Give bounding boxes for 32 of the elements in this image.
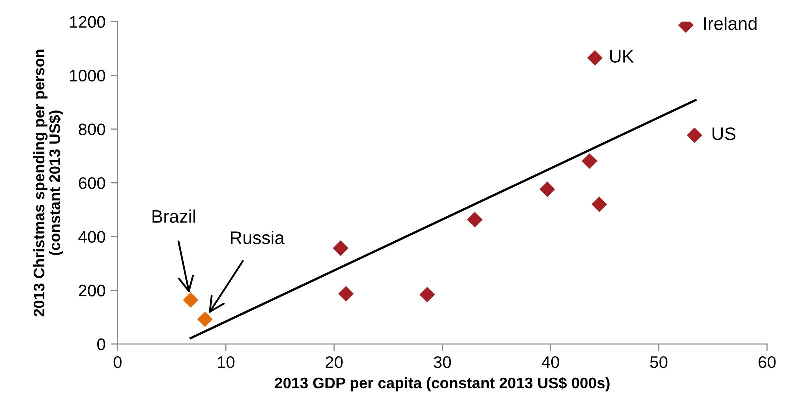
x-tick-label: 0 xyxy=(114,356,122,368)
y-tick-label: 200 xyxy=(79,284,106,297)
y-tick-label: 400 xyxy=(78,231,106,243)
y-tick-label: 0 xyxy=(97,338,106,350)
point xyxy=(197,312,213,328)
point xyxy=(338,286,354,302)
x-tick-label: 50 xyxy=(650,356,668,368)
point xyxy=(467,212,483,228)
point xyxy=(687,128,702,144)
x-tick-label: 40 xyxy=(542,356,560,368)
point xyxy=(587,50,603,66)
x-axis-title: 2013 GDP per capita (constant 2013 US$ 000s) xyxy=(275,377,610,392)
x-tick-label: 30 xyxy=(434,356,452,368)
x-tick-label: 20 xyxy=(326,356,343,368)
point xyxy=(183,292,199,308)
point xyxy=(592,196,608,212)
point xyxy=(420,287,436,303)
x-tick-label: 10 xyxy=(218,356,235,368)
y-tick-label: 1200 xyxy=(70,16,106,28)
point xyxy=(582,154,598,170)
y-axis-title: 2013 Christmas spending per person (constant 2013 US$) xyxy=(33,50,64,317)
y-tick-label: 1000 xyxy=(70,70,106,82)
point xyxy=(333,240,349,256)
annotation: US xyxy=(712,128,736,140)
annotation: Ireland xyxy=(704,16,757,30)
point xyxy=(540,182,556,198)
annotation: UK xyxy=(610,50,634,63)
y-tick-label: 800 xyxy=(78,124,106,136)
x-tick-label: 60 xyxy=(758,356,776,368)
annotation: Brazil xyxy=(152,210,196,224)
annotation: Russia xyxy=(231,231,285,244)
y-tick-label: 600 xyxy=(79,177,106,190)
